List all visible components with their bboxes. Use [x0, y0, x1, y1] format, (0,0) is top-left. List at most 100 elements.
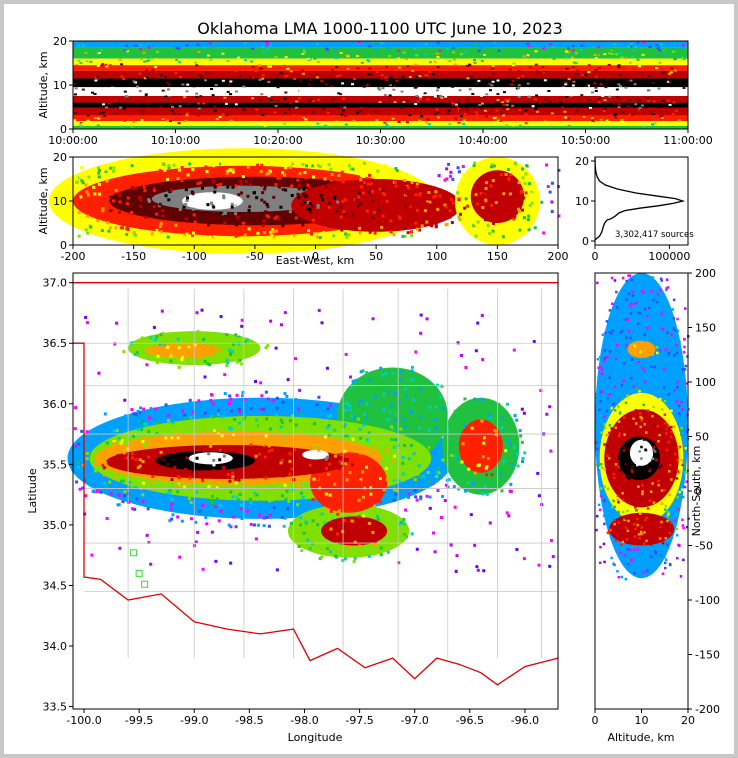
density-pixel [563, 97, 567, 100]
density-pixel [657, 439, 660, 443]
density-pixel [613, 445, 617, 448]
density-pixel [458, 110, 462, 113]
density-pixel [455, 554, 459, 558]
density-pixel [205, 170, 209, 174]
density-pixel [220, 434, 224, 438]
density-pixel [404, 198, 408, 202]
density-pixel [237, 428, 241, 432]
density-pixel [634, 557, 638, 561]
density-pixel [686, 355, 689, 358]
density-pixel [104, 485, 108, 489]
density-pixel [656, 317, 659, 321]
density-pixel [168, 490, 172, 494]
density-pixel [649, 441, 653, 445]
density-pixel [155, 421, 159, 425]
density-pixel [606, 454, 609, 457]
east-west-ytick-label: 20 [53, 151, 67, 164]
density-pixel [213, 105, 217, 108]
density-pixel [476, 169, 480, 173]
density-pixel [601, 402, 604, 406]
density-pixel [93, 92, 97, 95]
density-pixel [648, 306, 651, 310]
density-pixel [587, 84, 591, 87]
density-pixel [640, 417, 644, 420]
density-pixel [637, 360, 641, 364]
density-pixel [659, 58, 663, 61]
density-pixel [259, 99, 263, 102]
density-pixel [685, 480, 688, 483]
density-pixel [333, 428, 337, 432]
density-pixel [524, 109, 528, 112]
density-pixel [117, 193, 121, 197]
density-pixel [501, 65, 505, 68]
density-pixel [267, 171, 271, 175]
density-pixel [339, 105, 343, 108]
density-pixel [408, 76, 412, 79]
density-pixel [257, 64, 261, 67]
density-pixel [605, 433, 608, 437]
density-pixel [391, 371, 395, 375]
density-pixel [117, 493, 121, 497]
density-pixel [660, 419, 664, 422]
density-pixel [265, 202, 269, 206]
density-pixel [652, 448, 655, 452]
density-pixel [417, 464, 421, 468]
density-pixel [625, 475, 629, 478]
density-pixel [264, 434, 268, 438]
density-pixel [680, 372, 683, 375]
density-pixel [438, 395, 442, 399]
density-pixel [359, 370, 363, 374]
density-pixel [629, 79, 633, 82]
density-pixel [641, 564, 645, 567]
density-pixel [120, 439, 124, 443]
density-pixel [367, 554, 371, 558]
density-pixel [632, 385, 636, 388]
density-pixel [612, 476, 616, 480]
density-pixel [187, 345, 191, 349]
density-pixel [415, 53, 419, 56]
density-pixel [682, 58, 686, 61]
density-pixel [93, 117, 97, 120]
density-pixel [676, 380, 680, 384]
density-pixel [263, 455, 267, 459]
density-pixel [134, 458, 138, 462]
density-pixel [445, 167, 449, 171]
density-pixel [295, 100, 299, 103]
density-pixel [154, 58, 158, 61]
density-pixel [178, 168, 182, 172]
density-pixel [191, 207, 195, 211]
density-pixel [684, 307, 687, 310]
density-pixel [300, 549, 304, 553]
density-pixel [228, 394, 232, 398]
density-pixel [188, 211, 192, 215]
density-pixel [149, 75, 153, 78]
density-pixel [213, 485, 217, 489]
density-pixel [428, 495, 432, 499]
density-pixel [259, 170, 263, 174]
density-pixel [398, 439, 402, 443]
density-pixel [618, 68, 622, 71]
density-pixel [288, 452, 292, 456]
density-pixel [84, 494, 88, 498]
station-marker [135, 569, 143, 577]
density-pixel [681, 408, 684, 411]
density-pixel [571, 84, 575, 87]
density-pixel [633, 118, 637, 121]
density-pixel [335, 120, 339, 123]
density-pixel [268, 230, 272, 234]
density-pixel [394, 492, 398, 496]
density-pixel [167, 83, 171, 86]
density-pixel [309, 98, 313, 101]
density-pixel [205, 460, 209, 464]
density-pixel [199, 181, 203, 185]
density-pixel [123, 119, 127, 122]
density-pixel [658, 433, 661, 437]
density-pixel [353, 540, 357, 544]
density-pixel [268, 513, 272, 517]
density-pixel [104, 63, 108, 66]
density-pixel [306, 183, 310, 187]
density-pixel [613, 505, 617, 509]
density-pixel [479, 79, 483, 82]
density-pixel [391, 427, 395, 431]
density-pixel [268, 44, 272, 47]
